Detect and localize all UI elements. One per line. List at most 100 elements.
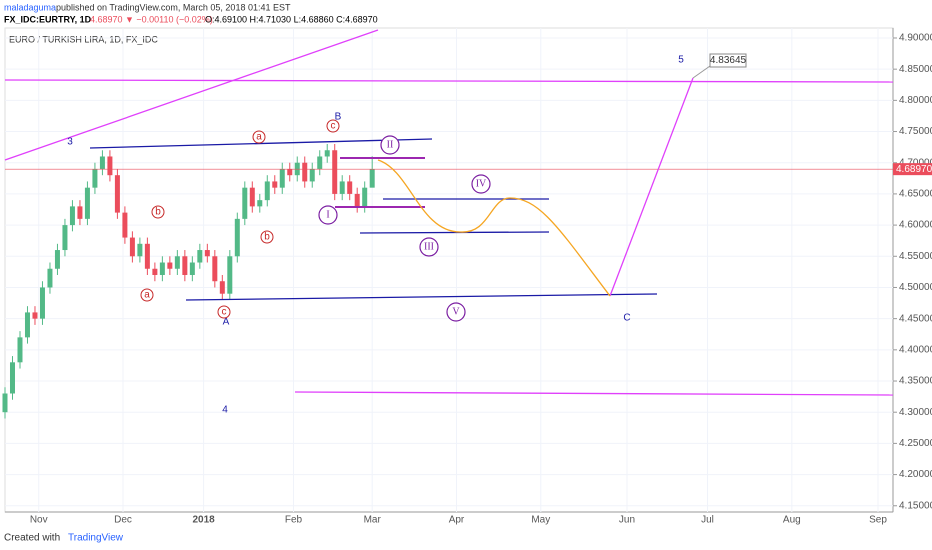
candle-body bbox=[9, 362, 15, 394]
candle-body bbox=[32, 312, 38, 319]
candle-body bbox=[129, 237, 135, 257]
callout-pointer bbox=[692, 65, 711, 79]
candle-body bbox=[174, 256, 180, 269]
x-tick-label: Aug bbox=[783, 515, 801, 526]
y-tick-label: 4.65000 bbox=[899, 189, 932, 200]
callout-label: 4.83645 bbox=[710, 55, 747, 66]
candle-body bbox=[317, 156, 323, 169]
projection-line bbox=[609, 77, 694, 297]
y-tick-label: 4.45000 bbox=[899, 313, 932, 324]
x-tick-label: Dec bbox=[114, 515, 132, 526]
candle-body bbox=[189, 262, 195, 275]
trend-line bbox=[4, 29, 379, 161]
candle-body bbox=[54, 250, 60, 269]
candle-body bbox=[159, 262, 165, 275]
level-line bbox=[4, 79, 894, 83]
wave-label: 4 bbox=[222, 405, 228, 416]
candle-body bbox=[17, 337, 23, 363]
candle-body bbox=[302, 162, 308, 182]
minor-circle bbox=[217, 305, 231, 319]
candle-body bbox=[249, 187, 255, 207]
y-tick-label: 4.75000 bbox=[899, 126, 932, 137]
minor-circle bbox=[252, 130, 266, 144]
wave-label: 5 bbox=[678, 55, 684, 66]
candle-body bbox=[332, 150, 338, 194]
minor-label: c bbox=[222, 307, 227, 318]
x-tick-label: Sep bbox=[869, 515, 887, 526]
candle-body bbox=[92, 168, 98, 188]
y-tick-label: 4.70000 bbox=[899, 157, 932, 168]
channel-line bbox=[89, 138, 433, 149]
candle-body bbox=[137, 243, 143, 257]
y-tick-label: 4.35000 bbox=[899, 376, 932, 387]
candle-body bbox=[287, 168, 293, 176]
candle-body bbox=[84, 187, 90, 219]
candle-body bbox=[227, 256, 233, 294]
minor-label: a bbox=[144, 290, 150, 301]
candle-body bbox=[167, 262, 173, 269]
drawings bbox=[4, 29, 894, 396]
roman-label: V bbox=[452, 306, 460, 317]
candle-body bbox=[77, 206, 83, 219]
candle-body bbox=[264, 181, 270, 201]
roman-label: III bbox=[424, 241, 434, 252]
minor-circle bbox=[140, 288, 154, 302]
y-tick-label: 4.30000 bbox=[899, 407, 932, 418]
wave-label: 3 bbox=[67, 137, 73, 148]
roman-circle bbox=[446, 302, 466, 322]
x-tick-label: Jul bbox=[701, 515, 714, 526]
y-tick-label: 4.15000 bbox=[899, 500, 932, 511]
candle-body bbox=[242, 187, 248, 219]
roman-label: IV bbox=[476, 178, 487, 189]
wave-label: B bbox=[335, 112, 342, 123]
roman-circle bbox=[471, 174, 491, 194]
ohlc: O:4.69100 H:4.71030 L:4.68860 C:4.68970 bbox=[205, 14, 378, 24]
candle-body bbox=[47, 268, 53, 288]
roman-label: II bbox=[387, 139, 394, 150]
level-line bbox=[359, 231, 550, 234]
y-tick-label: 4.40000 bbox=[899, 344, 932, 355]
y-tick-label: 4.20000 bbox=[899, 469, 932, 480]
minor-label: b bbox=[264, 232, 270, 243]
last-price-label: 4.68970 bbox=[896, 164, 932, 175]
footer-created: Created with bbox=[4, 533, 60, 544]
chart-title: EURO / TURKISH LIRA, 1D, FX_IDC bbox=[9, 34, 158, 44]
y-tick-label: 4.25000 bbox=[899, 438, 932, 449]
minor-circle bbox=[151, 205, 165, 219]
last-price-tag bbox=[893, 163, 932, 176]
candle-body bbox=[122, 212, 128, 238]
candle-body bbox=[324, 150, 330, 157]
y-tick-label: 4.85000 bbox=[899, 64, 932, 75]
wave-label: C bbox=[623, 313, 630, 324]
roman-circle bbox=[380, 135, 400, 155]
candle-body bbox=[197, 250, 203, 263]
x-tick-label: Feb bbox=[285, 515, 303, 526]
candle-body bbox=[279, 168, 285, 188]
candle-body bbox=[234, 218, 240, 257]
candle-body bbox=[339, 181, 345, 194]
candle-body bbox=[272, 181, 278, 188]
x-tick-label: Apr bbox=[449, 515, 465, 526]
candle-body bbox=[354, 193, 360, 207]
roman-circle bbox=[419, 237, 439, 257]
candle-body bbox=[62, 225, 68, 251]
candle-body bbox=[309, 168, 315, 182]
callout-box bbox=[709, 53, 747, 68]
roman-circle bbox=[318, 205, 338, 225]
minor-label: c bbox=[331, 121, 336, 132]
wave-label: A bbox=[223, 317, 230, 328]
candle-body bbox=[152, 268, 158, 275]
y-tick-label: 4.80000 bbox=[899, 95, 932, 106]
candle-body bbox=[369, 169, 375, 188]
x-tick-label: Jun bbox=[619, 515, 635, 526]
candle-body bbox=[212, 256, 218, 282]
published: published on TradingView.com, March 05, … bbox=[56, 2, 291, 12]
candle-body bbox=[144, 243, 150, 269]
change: ▼ −0.00110 (−0.02%) bbox=[125, 14, 213, 24]
channel-line bbox=[185, 293, 658, 301]
y-tick-label: 4.55000 bbox=[899, 251, 932, 262]
candle-body bbox=[219, 281, 225, 294]
candle-body bbox=[69, 206, 75, 226]
minor-circle bbox=[326, 119, 340, 133]
